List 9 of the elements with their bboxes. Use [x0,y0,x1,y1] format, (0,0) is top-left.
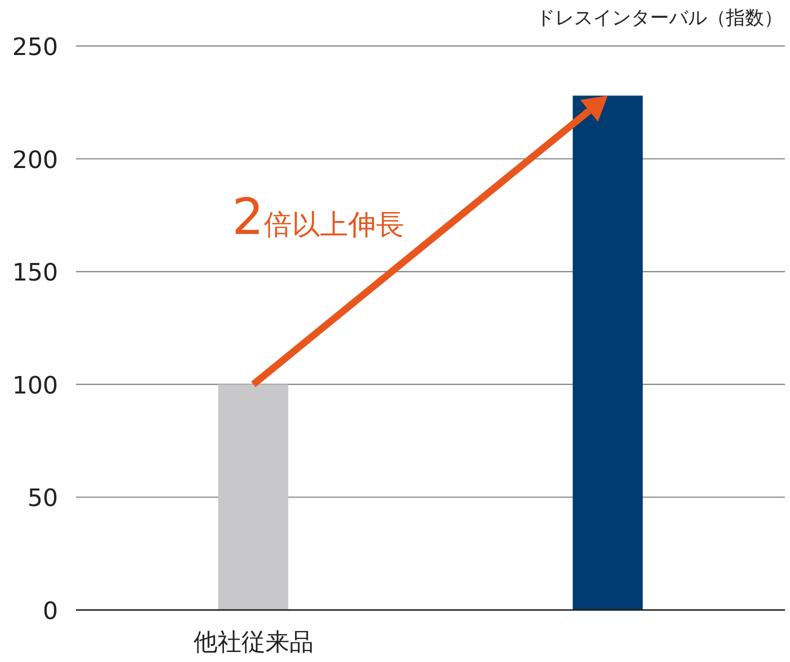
y-tick-label: 50 [27,484,58,512]
y-tick-label: 200 [12,146,58,174]
y-tick-label: 150 [12,258,58,287]
x-tick-label: 他社従来品 [193,628,314,656]
y-axis-title: ドレスインターバル（指数） [536,7,783,29]
y-tick-label: 100 [12,371,58,400]
y-tick-label: 250 [12,33,58,61]
annotation: 2倍以上伸長 [232,188,404,246]
y-tick-label: 0 [42,597,58,625]
